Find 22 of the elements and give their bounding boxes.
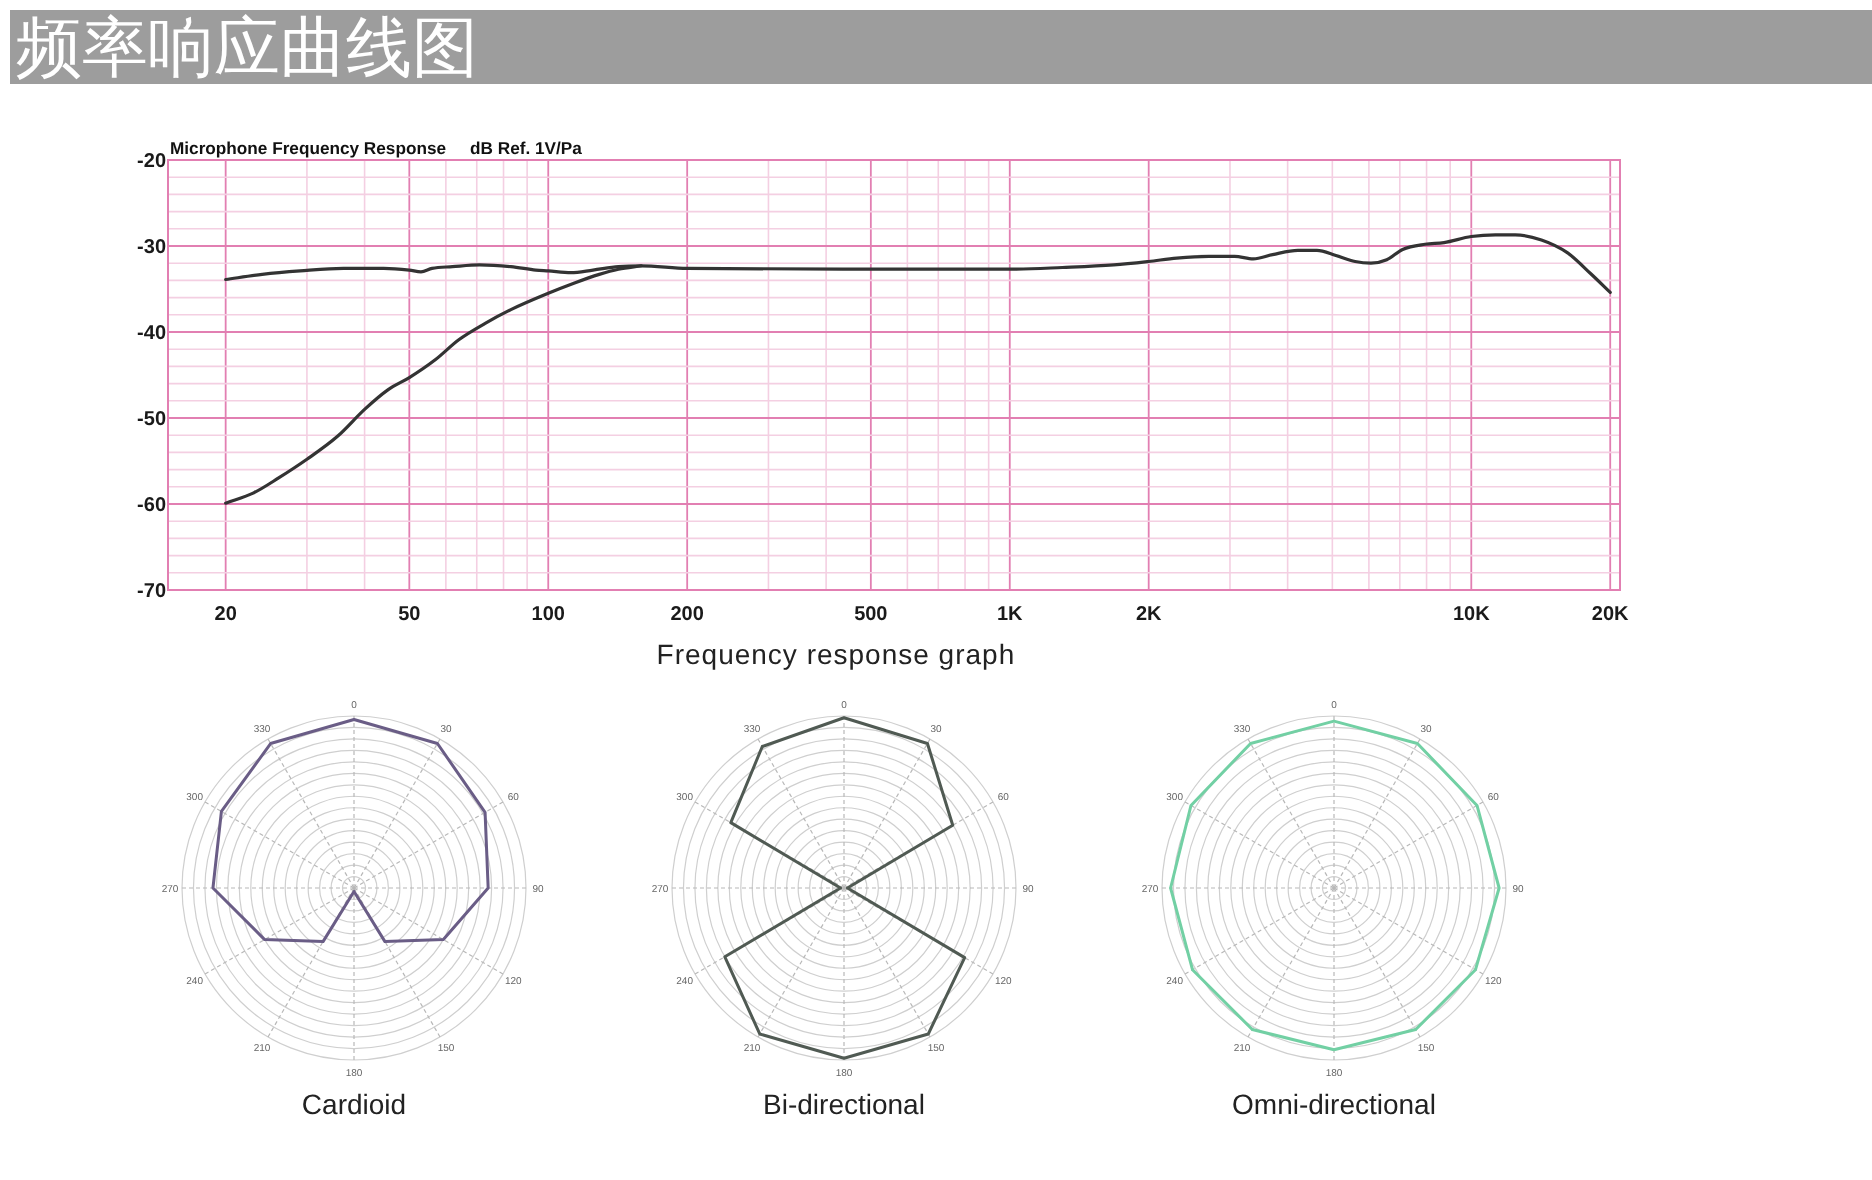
chart-title: 频率响应曲线图 (16, 10, 478, 84)
y-tick-label: -60 (137, 495, 167, 518)
chart-subtitle: Microphone Frequency Response (170, 138, 447, 158)
y-axis-title: dB Ref. 1V/Pa (470, 138, 583, 158)
x-tick-label: 10K (1452, 604, 1492, 626)
x-tick-label: 200 (670, 604, 705, 626)
text: Bi-directional (763, 1088, 925, 1120)
x-tick-label: 2K (1135, 604, 1164, 626)
y-tick-label: -20 (137, 151, 167, 174)
x-tick-label: 20 (214, 604, 238, 626)
x-tick-label: 500 (854, 604, 889, 626)
x-tick-label: 100 (531, 604, 566, 626)
text: Omni-directional (1232, 1088, 1436, 1120)
y-tick-label: -30 (137, 237, 167, 260)
x-tick-label: 1K (996, 604, 1025, 626)
x-axis-title: Frequency response graph (656, 638, 1016, 670)
x-tick-label: 20K (1591, 604, 1631, 626)
text: Cardioid (301, 1088, 407, 1120)
y-tick-label: -40 (137, 323, 167, 346)
y-tick-label: -50 (137, 409, 167, 432)
y-tick-label: -70 (137, 581, 167, 604)
x-tick-label: 50 (398, 604, 422, 626)
